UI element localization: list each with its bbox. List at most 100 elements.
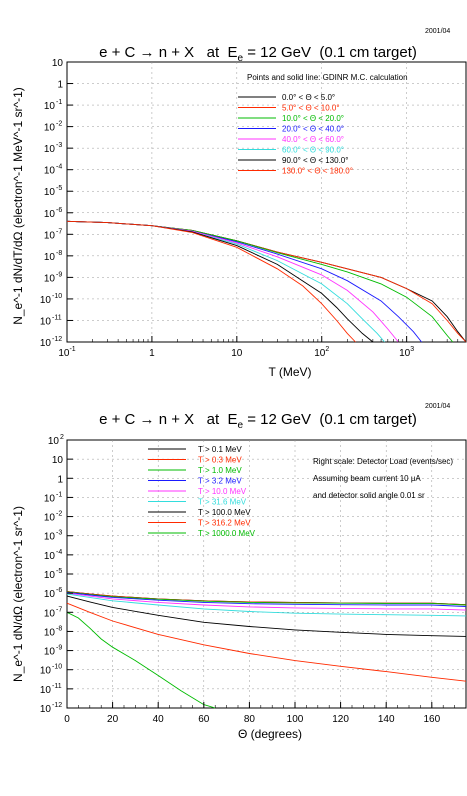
y-tick-label: 1: [57, 80, 63, 91]
series-line-3: [66, 591, 467, 607]
y-tick-label: 10: [44, 589, 56, 600]
y-tick-label: 10: [44, 123, 56, 134]
x-tick-label: 20: [107, 714, 119, 725]
y-tick-label: 10: [44, 166, 56, 177]
y-tick-exponent: -4: [56, 164, 62, 171]
legend-label-7: 130.0° < Θ < 180.0°: [282, 167, 353, 176]
legend-label-1: 5.0° < Θ < 10.0°: [282, 104, 340, 113]
y-tick-label: 10: [40, 338, 52, 349]
legend-label-5: 60.0° < Θ < 90.0°: [282, 146, 344, 155]
y-tick-label: 10: [44, 493, 56, 504]
neutron-angular-distribution-chart: 2001/04 e + C → n + X at Ee = 12 GeV (0.…: [11, 403, 467, 741]
y-tick-exponent: -5: [56, 185, 62, 192]
legend-label-6: 90.0° < Θ < 130.0°: [282, 156, 348, 165]
chart1-xlabel: T (MeV): [268, 365, 311, 379]
x-tick-label: 80: [244, 714, 256, 725]
x-tick-label: 10: [231, 348, 243, 359]
chart2-xlabel: Θ (degrees): [238, 727, 302, 741]
y-tick-exponent: -1: [56, 99, 62, 106]
y-tick-exponent: -12: [52, 702, 62, 709]
chart2-date: 2001/04: [425, 403, 450, 410]
y-tick-label: 10: [40, 704, 52, 715]
y-tick-exponent: -4: [56, 549, 62, 556]
y-tick-label: 10: [44, 252, 56, 263]
y-tick-exponent: -2: [56, 511, 62, 518]
y-tick-label: 10: [44, 101, 56, 112]
series-line-2: [66, 220, 454, 343]
legend-label-6: T > 100.0 MeV: [198, 508, 251, 517]
x-tick-label: 100: [287, 714, 304, 725]
x-tick-label: 160: [423, 714, 440, 725]
chart2-annotation-1: Right scale: Detector Load (events/sec): [313, 457, 453, 466]
y-tick-label: 10: [44, 551, 56, 562]
x-tick-label: 60: [198, 714, 210, 725]
y-tick-label: 10: [40, 316, 52, 327]
chart2-annotation-3: and detector solid angle 0.01 sr: [313, 491, 425, 500]
series-line-7: [66, 602, 467, 682]
y-tick-exponent: 2: [60, 434, 64, 441]
y-tick-label: 10: [52, 58, 64, 69]
y-tick-label: 10: [44, 209, 56, 220]
y-tick-exponent: -8: [56, 625, 62, 632]
legend-label-5: T > 31.6 MeV: [198, 498, 247, 507]
series-line-2: [66, 591, 467, 606]
y-tick-exponent: -9: [56, 645, 62, 652]
y-tick-label: 10: [44, 608, 56, 619]
y-tick-label: 1: [57, 474, 63, 485]
y-tick-label: 10: [48, 436, 60, 447]
x-tick-label: 120: [332, 714, 349, 725]
series-line-4: [66, 592, 467, 611]
legend-label-3: 20.0° < Θ < 40.0°: [282, 125, 344, 134]
y-tick-label: 10: [44, 570, 56, 581]
y-tick-label: 10: [52, 455, 64, 466]
x-tick-label: 140: [378, 714, 395, 725]
y-tick-label: 10: [44, 273, 56, 284]
series-line-3: [66, 220, 422, 343]
legend-label-2: T > 1.0 MeV: [198, 466, 242, 475]
x-tick-label: 102: [314, 346, 329, 359]
series-line-6: [66, 595, 467, 637]
y-tick-label: 10: [44, 144, 56, 155]
y-tick-exponent: -10: [52, 664, 62, 671]
y-tick-label: 10: [40, 295, 52, 306]
x-tick-label: 103: [399, 346, 414, 359]
y-tick-exponent: -7: [56, 228, 62, 235]
legend-label-7: T > 316.2 MeV: [198, 519, 251, 528]
y-tick-exponent: -12: [52, 336, 62, 343]
legend-label-4: T > 10.0 MeV: [198, 487, 247, 496]
y-tick-exponent: -1: [56, 491, 62, 498]
series-line-5: [66, 593, 467, 617]
y-tick-label: 10: [44, 230, 56, 241]
y-tick-label: 10: [44, 647, 56, 658]
neutron-energy-spectrum-chart: 2001/04 e + C → n + X at Ee = 12 GeV (0.…: [11, 28, 467, 379]
y-tick-exponent: -3: [56, 530, 62, 537]
y-tick-exponent: -9: [56, 271, 62, 278]
legend-label-0: T > 0.1 MeV: [198, 445, 242, 454]
y-tick-exponent: -11: [52, 314, 62, 321]
y-tick-exponent: -10: [52, 293, 62, 300]
y-tick-exponent: -6: [56, 207, 62, 214]
y-tick-exponent: -3: [56, 142, 62, 149]
x-tick-label: 0: [64, 714, 70, 725]
legend-label-4: 40.0° < Θ < 60.0°: [282, 135, 344, 144]
legend-label-3: T > 3.2 MeV: [198, 477, 242, 486]
chart2-ylabel: N_e^-1 dN/dΩ (electron^-1 sr^-1): [11, 506, 25, 682]
x-tick-label: 1: [149, 348, 155, 359]
chart2-title: e + C → n + X at Ee = 12 GeV (0.1 cm tar…: [99, 411, 417, 431]
series-line-8: [66, 611, 216, 709]
y-tick-exponent: -7: [56, 606, 62, 613]
y-tick-label: 10: [44, 187, 56, 198]
chart2-annotation-2: Assuming beam current 10 μA: [313, 474, 421, 483]
x-tick-label: 10-1: [58, 346, 75, 359]
y-tick-label: 10: [40, 666, 52, 677]
y-tick-label: 10: [44, 513, 56, 524]
series-line-7: [66, 220, 356, 343]
legend-label-2: 10.0° < Θ < 20.0°: [282, 114, 344, 123]
y-tick-exponent: -5: [56, 568, 62, 575]
legend-label-1: T > 0.3 MeV: [198, 456, 242, 465]
y-tick-exponent: -2: [56, 121, 62, 128]
chart1-annotation: Points and solid line: GDINR M.C. calcul…: [247, 73, 408, 82]
y-tick-exponent: -8: [56, 250, 62, 257]
y-tick-label: 10: [40, 685, 52, 696]
y-tick-label: 10: [44, 627, 56, 638]
